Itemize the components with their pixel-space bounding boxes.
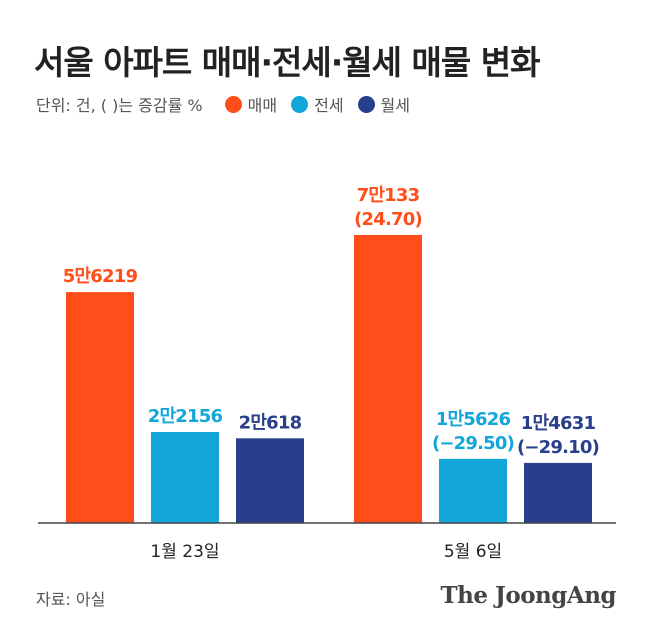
data-label-monthly-rent-1: 2만618 — [239, 412, 302, 433]
data-label-jeonse-2: 1만5626 — [436, 409, 511, 430]
legend-swatch-jeonse — [291, 95, 309, 113]
bar-jeonse-1 — [151, 432, 219, 523]
bar-monthly-rent-2 — [524, 462, 592, 523]
change-label-jeonse-2: (−29.50) — [432, 433, 514, 454]
unit-note: 단위: 건, ( )는 증감률 % — [36, 96, 203, 115]
data-label-monthly-rent-2: 1만4631 — [521, 413, 596, 434]
legend-item-jeonse: 전세 — [291, 92, 344, 116]
legend-item-sale: 매매 — [224, 92, 278, 116]
legend: 단위: 건, ( )는 증감률 % 매매 전세 월세 — [36, 92, 424, 116]
chart-title: 서울 아파트 매매·전세·월세 매물 변화 — [34, 43, 540, 82]
legend-label-monthly-rent: 월세 — [380, 96, 410, 115]
legend-swatch-sale — [224, 95, 242, 113]
change-label-sale-2: (24.70) — [354, 209, 422, 230]
change-label-monthly-rent-2: (−29.10) — [517, 437, 599, 458]
bar-sale-2 — [354, 234, 422, 524]
legend-label-sale: 매매 — [247, 96, 278, 115]
x-tick-label-1: 1월 23일 — [150, 542, 219, 562]
data-label-sale-2: 7만133 — [357, 185, 420, 206]
legend-item-monthly-rent: 월세 — [357, 92, 410, 116]
legend-label-jeonse: 전세 — [314, 96, 344, 115]
data-label-sale-1: 5만6219 — [63, 266, 138, 287]
legend-swatch-monthly-rent — [357, 95, 375, 113]
x-tick-label-2: 5월 6일 — [444, 542, 502, 562]
bar-sale-1 — [66, 292, 134, 523]
source-note: 자료: 아실 — [36, 590, 106, 609]
bar-jeonse-2 — [439, 458, 507, 523]
brand-logo: The JoongAng — [440, 582, 617, 609]
data-label-jeonse-1: 2만2156 — [148, 406, 223, 427]
bar-monthly-rent-1 — [236, 438, 304, 523]
